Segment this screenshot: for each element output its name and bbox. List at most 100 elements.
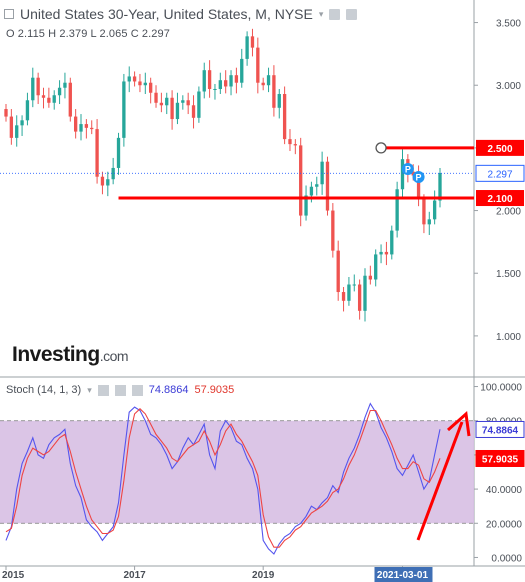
candle xyxy=(411,171,415,176)
candle xyxy=(282,94,287,140)
candle xyxy=(138,81,142,86)
stoch-y-tick-label: 20.0000 xyxy=(486,519,523,530)
candle xyxy=(224,80,228,87)
candle xyxy=(159,102,164,106)
ohlc-readout: O 2.115 H 2.379 L 2.065 C 2.297 xyxy=(6,28,170,40)
candle xyxy=(357,284,362,311)
candle xyxy=(309,186,314,196)
candle xyxy=(41,95,46,98)
stoch-value-tag xyxy=(475,449,525,467)
candle xyxy=(4,109,8,117)
candle xyxy=(331,210,335,251)
candle xyxy=(272,75,276,108)
candle xyxy=(240,58,244,83)
candle xyxy=(197,91,201,118)
eye-icon[interactable] xyxy=(97,384,109,396)
candle xyxy=(116,137,121,168)
candle xyxy=(427,219,431,225)
candle xyxy=(47,97,51,103)
candle xyxy=(36,77,40,96)
candle xyxy=(68,82,72,117)
horizontal-line-tag xyxy=(476,190,524,207)
close-icon[interactable] xyxy=(131,384,143,396)
candle xyxy=(293,144,297,146)
stoch-y-tick-label: 40.0000 xyxy=(486,485,523,496)
candle xyxy=(266,75,271,86)
current-price-tag xyxy=(475,164,525,182)
eye-icon[interactable] xyxy=(329,8,341,20)
candle xyxy=(207,70,212,89)
candle xyxy=(304,195,308,216)
y-tick-label: 1.500 xyxy=(496,269,521,280)
candle xyxy=(165,97,169,106)
candle xyxy=(15,125,19,138)
stoch-band xyxy=(0,420,474,524)
collapse-icon[interactable] xyxy=(4,9,14,19)
candle xyxy=(336,250,340,293)
p-marker-label: P xyxy=(416,172,422,182)
candle xyxy=(374,254,378,280)
investing-logo: Investing.com xyxy=(12,343,129,366)
stoch-y-tick-label: 0.0000 xyxy=(491,553,522,564)
candle xyxy=(432,200,437,220)
candle xyxy=(149,82,153,93)
x-tick-label: 2021-03-01 xyxy=(377,570,429,581)
horizontal-line-label: 2.100 xyxy=(487,194,512,205)
candle xyxy=(90,127,94,130)
stoch-k-value: 74.8864 xyxy=(148,384,189,396)
arrow-shaft xyxy=(416,421,464,541)
settings-icon[interactable] xyxy=(114,384,126,396)
y-tick-label: 3.500 xyxy=(496,19,521,30)
candle xyxy=(202,70,206,92)
chart-header: United States 30-Year, United States, M,… xyxy=(4,6,358,22)
candle xyxy=(73,116,78,132)
stoch-header: Stoch (14, 1, 3) ▾ 74.8864 57.9035 xyxy=(6,384,234,396)
candle xyxy=(79,124,83,132)
settings-icon[interactable] xyxy=(346,8,358,20)
p-marker-label: P xyxy=(405,164,411,174)
candle xyxy=(25,100,30,121)
candle xyxy=(325,161,330,211)
stoch-value-label: 57.9035 xyxy=(482,454,519,465)
candle xyxy=(20,120,24,126)
candle xyxy=(390,230,394,255)
candle xyxy=(191,105,196,118)
x-tick-label: 2017 xyxy=(123,570,146,581)
chevron-down-icon[interactable]: ▾ xyxy=(87,384,92,395)
stoch-d-line xyxy=(5,408,441,548)
y-tick-label: 3.000 xyxy=(496,81,521,92)
candle xyxy=(341,292,346,301)
candle xyxy=(84,124,89,128)
candle xyxy=(186,100,190,106)
candle xyxy=(57,87,62,96)
candle xyxy=(368,275,373,280)
candle xyxy=(416,175,421,200)
candle xyxy=(256,47,260,83)
candle xyxy=(229,75,233,87)
candle xyxy=(95,129,99,177)
candle xyxy=(245,36,249,59)
candle xyxy=(422,199,426,225)
candle xyxy=(122,81,126,138)
candle xyxy=(347,284,351,301)
horizontal-line-label: 2.500 xyxy=(487,144,512,155)
candle xyxy=(277,94,281,108)
chevron-down-icon[interactable]: ▾ xyxy=(318,8,324,19)
stoch-d-value: 57.9035 xyxy=(194,384,235,396)
candle xyxy=(352,284,356,286)
candle xyxy=(52,95,56,103)
y-tick-label: 2.000 xyxy=(496,207,521,218)
candle xyxy=(438,172,442,201)
x-tick-label: 2015 xyxy=(2,570,25,581)
candle xyxy=(363,275,367,311)
chart-title: United States 30-Year, United States, M,… xyxy=(20,6,313,22)
candle xyxy=(111,167,115,180)
candle xyxy=(127,76,131,82)
candle xyxy=(143,82,147,86)
y-tick-label: 1.000 xyxy=(496,332,521,343)
stoch-value-label: 74.8864 xyxy=(482,425,519,436)
p-marker xyxy=(412,170,425,183)
p-marker xyxy=(401,162,414,175)
candle xyxy=(250,36,255,48)
